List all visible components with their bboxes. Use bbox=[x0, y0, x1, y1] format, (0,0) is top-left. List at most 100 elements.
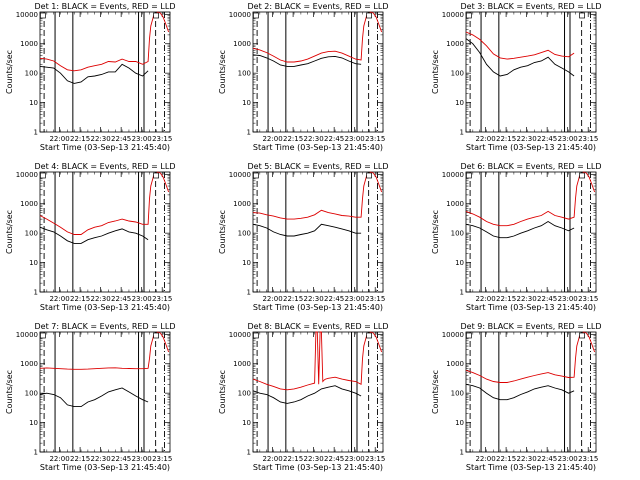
y-tick-label: 100 bbox=[25, 390, 38, 398]
segment-box-marker bbox=[366, 172, 372, 179]
series-lld-line bbox=[252, 331, 383, 391]
x-tick-label: 22:00 bbox=[475, 135, 495, 143]
series-lld-line bbox=[465, 171, 596, 227]
x-tick-label: 23:15 bbox=[578, 135, 598, 143]
y-tick-label: 100 bbox=[238, 390, 251, 398]
series-lld-line bbox=[39, 11, 170, 72]
chart-title: Det 3: BLACK = Events, RED = LLD bbox=[461, 2, 602, 11]
chart-title: Det 2: BLACK = Events, RED = LLD bbox=[248, 2, 389, 11]
y-axis-label: Counts/sec bbox=[5, 370, 14, 414]
y-tick-label: 100 bbox=[238, 230, 251, 238]
y-tick-label: 10 bbox=[29, 419, 38, 427]
y-tick-label: 1000 bbox=[20, 360, 38, 368]
y-tick-label: 10000 bbox=[442, 331, 464, 339]
series-events-line bbox=[252, 223, 362, 237]
y-tick-label: 1000 bbox=[20, 40, 38, 48]
y-tick-label: 10000 bbox=[229, 331, 251, 339]
segment-box-marker bbox=[153, 12, 159, 19]
x-axis-label: Start Time (03-Sep-13 21:45:40) bbox=[466, 143, 596, 152]
y-tick-label: 10 bbox=[455, 259, 464, 267]
chart-title: Det 7: BLACK = Events, RED = LLD bbox=[35, 322, 176, 331]
x-tick-label: 23:15 bbox=[152, 295, 172, 303]
x-tick-label: 22:45 bbox=[111, 135, 131, 143]
plot-frame bbox=[465, 11, 597, 133]
series-events-line bbox=[465, 38, 575, 77]
chart-title: Det 5: BLACK = Events, RED = LLD bbox=[248, 162, 389, 171]
y-axis-label: Counts/sec bbox=[5, 210, 14, 254]
series-lld-line bbox=[465, 331, 596, 383]
det1-panel: Det 1: BLACK = Events, RED = LLD 1 10 100 10… bbox=[5, 2, 175, 152]
y-tick-label: 100 bbox=[25, 230, 38, 238]
series-events-line bbox=[39, 387, 149, 408]
series-lld-line bbox=[465, 31, 575, 60]
chart-title: Det 4: BLACK = Events, RED = LLD bbox=[35, 162, 176, 171]
segment-box-marker bbox=[366, 332, 372, 339]
y-axis-label: Counts/sec bbox=[431, 210, 440, 254]
segment-box-marker bbox=[579, 172, 585, 179]
x-tick-label: 22:15 bbox=[70, 135, 90, 143]
plot-frame bbox=[39, 11, 171, 133]
y-tick-label: 1000 bbox=[446, 40, 464, 48]
x-tick-label: 23:15 bbox=[365, 135, 385, 143]
x-tick-label: 23:00 bbox=[558, 455, 578, 463]
y-axis-label: Counts/sec bbox=[431, 50, 440, 94]
segment-box-marker bbox=[40, 332, 46, 339]
x-tick-label: 22:30 bbox=[91, 455, 111, 463]
y-tick-label: 1000 bbox=[446, 360, 464, 368]
series-lld-line bbox=[39, 331, 170, 370]
x-tick-label: 22:15 bbox=[496, 455, 516, 463]
x-tick-label: 22:00 bbox=[49, 135, 69, 143]
segment-box-marker bbox=[153, 332, 159, 339]
x-tick-label: 22:45 bbox=[537, 135, 557, 143]
segment-box-marker bbox=[466, 172, 472, 179]
y-tick-label: 10000 bbox=[442, 171, 464, 179]
y-tick-label: 10 bbox=[242, 419, 251, 427]
x-tick-label: 22:15 bbox=[70, 295, 90, 303]
segment-box-marker bbox=[153, 172, 159, 179]
x-tick-label: 23:00 bbox=[345, 295, 365, 303]
y-tick-label: 1 bbox=[247, 449, 251, 457]
x-tick-label: 22:45 bbox=[324, 295, 344, 303]
x-tick-label: 23:00 bbox=[132, 455, 152, 463]
series-lld-line bbox=[252, 171, 383, 220]
x-axis-label: Start Time (03-Sep-13 21:45:40) bbox=[253, 463, 383, 472]
x-tick-label: 23:15 bbox=[152, 135, 172, 143]
det4-panel: Det 4: BLACK = Events, RED = LLD 1 10 100 10… bbox=[5, 162, 175, 312]
y-tick-label: 100 bbox=[451, 390, 464, 398]
x-tick-label: 22:00 bbox=[262, 135, 282, 143]
y-tick-label: 100 bbox=[451, 70, 464, 78]
x-tick-label: 22:30 bbox=[517, 135, 537, 143]
x-axis-label: Start Time (03-Sep-13 21:45:40) bbox=[40, 143, 170, 152]
series-events-line bbox=[465, 220, 575, 239]
x-tick-label: 22:00 bbox=[475, 455, 495, 463]
segment-box-marker bbox=[579, 332, 585, 339]
y-tick-label: 10 bbox=[455, 419, 464, 427]
x-axis-label: Start Time (03-Sep-13 21:45:40) bbox=[253, 303, 383, 312]
x-axis-label: Start Time (03-Sep-13 21:45:40) bbox=[40, 303, 170, 312]
y-tick-label: 1 bbox=[247, 129, 251, 137]
x-tick-label: 22:45 bbox=[324, 135, 344, 143]
y-tick-label: 1 bbox=[247, 289, 251, 297]
series-events-line bbox=[39, 63, 149, 84]
y-tick-label: 1 bbox=[34, 129, 38, 137]
x-tick-label: 23:00 bbox=[132, 135, 152, 143]
det8-panel: Det 8: BLACK = Events, RED = LLD 1 10 100 10… bbox=[218, 322, 388, 472]
y-axis-label: Counts/sec bbox=[218, 210, 227, 254]
x-tick-label: 22:45 bbox=[111, 455, 131, 463]
plot-frame bbox=[39, 171, 171, 293]
series-lld-line bbox=[252, 11, 383, 63]
segment-box-marker bbox=[40, 12, 46, 19]
segment-box-marker bbox=[366, 12, 372, 19]
series-events-line bbox=[465, 383, 575, 401]
x-tick-label: 22:15 bbox=[496, 295, 516, 303]
y-tick-label: 100 bbox=[451, 230, 464, 238]
x-tick-label: 22:30 bbox=[91, 135, 111, 143]
segment-box-marker bbox=[466, 12, 472, 19]
x-tick-label: 23:00 bbox=[345, 455, 365, 463]
y-tick-label: 10 bbox=[242, 259, 251, 267]
series-events-line bbox=[252, 385, 362, 404]
x-tick-label: 22:00 bbox=[49, 295, 69, 303]
x-tick-label: 22:00 bbox=[262, 455, 282, 463]
